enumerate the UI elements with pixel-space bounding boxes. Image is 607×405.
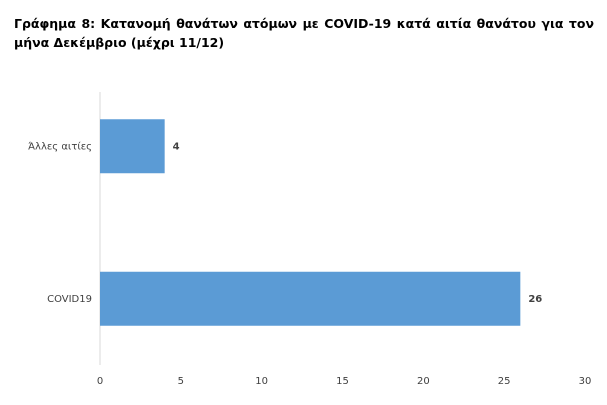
y-tick-label: Άλλες αιτίες: [28, 140, 92, 152]
x-tick-label: 25: [498, 376, 511, 387]
x-tick-label: 0: [97, 376, 103, 387]
y-tick-label: COVID19: [47, 294, 92, 305]
bar: [100, 119, 165, 174]
value-label: 4: [173, 141, 180, 152]
x-tick-label: 5: [178, 376, 184, 387]
x-tick-label: 20: [417, 376, 430, 387]
x-tick-label: 30: [579, 376, 592, 387]
chart-title: Γράφημα 8: Κατανομή θανάτων ατόμων με CO…: [14, 16, 594, 50]
x-tick-label: 10: [255, 376, 268, 387]
x-tick-label: 15: [336, 376, 349, 387]
value-label: 26: [528, 294, 542, 305]
bar: [100, 271, 521, 326]
